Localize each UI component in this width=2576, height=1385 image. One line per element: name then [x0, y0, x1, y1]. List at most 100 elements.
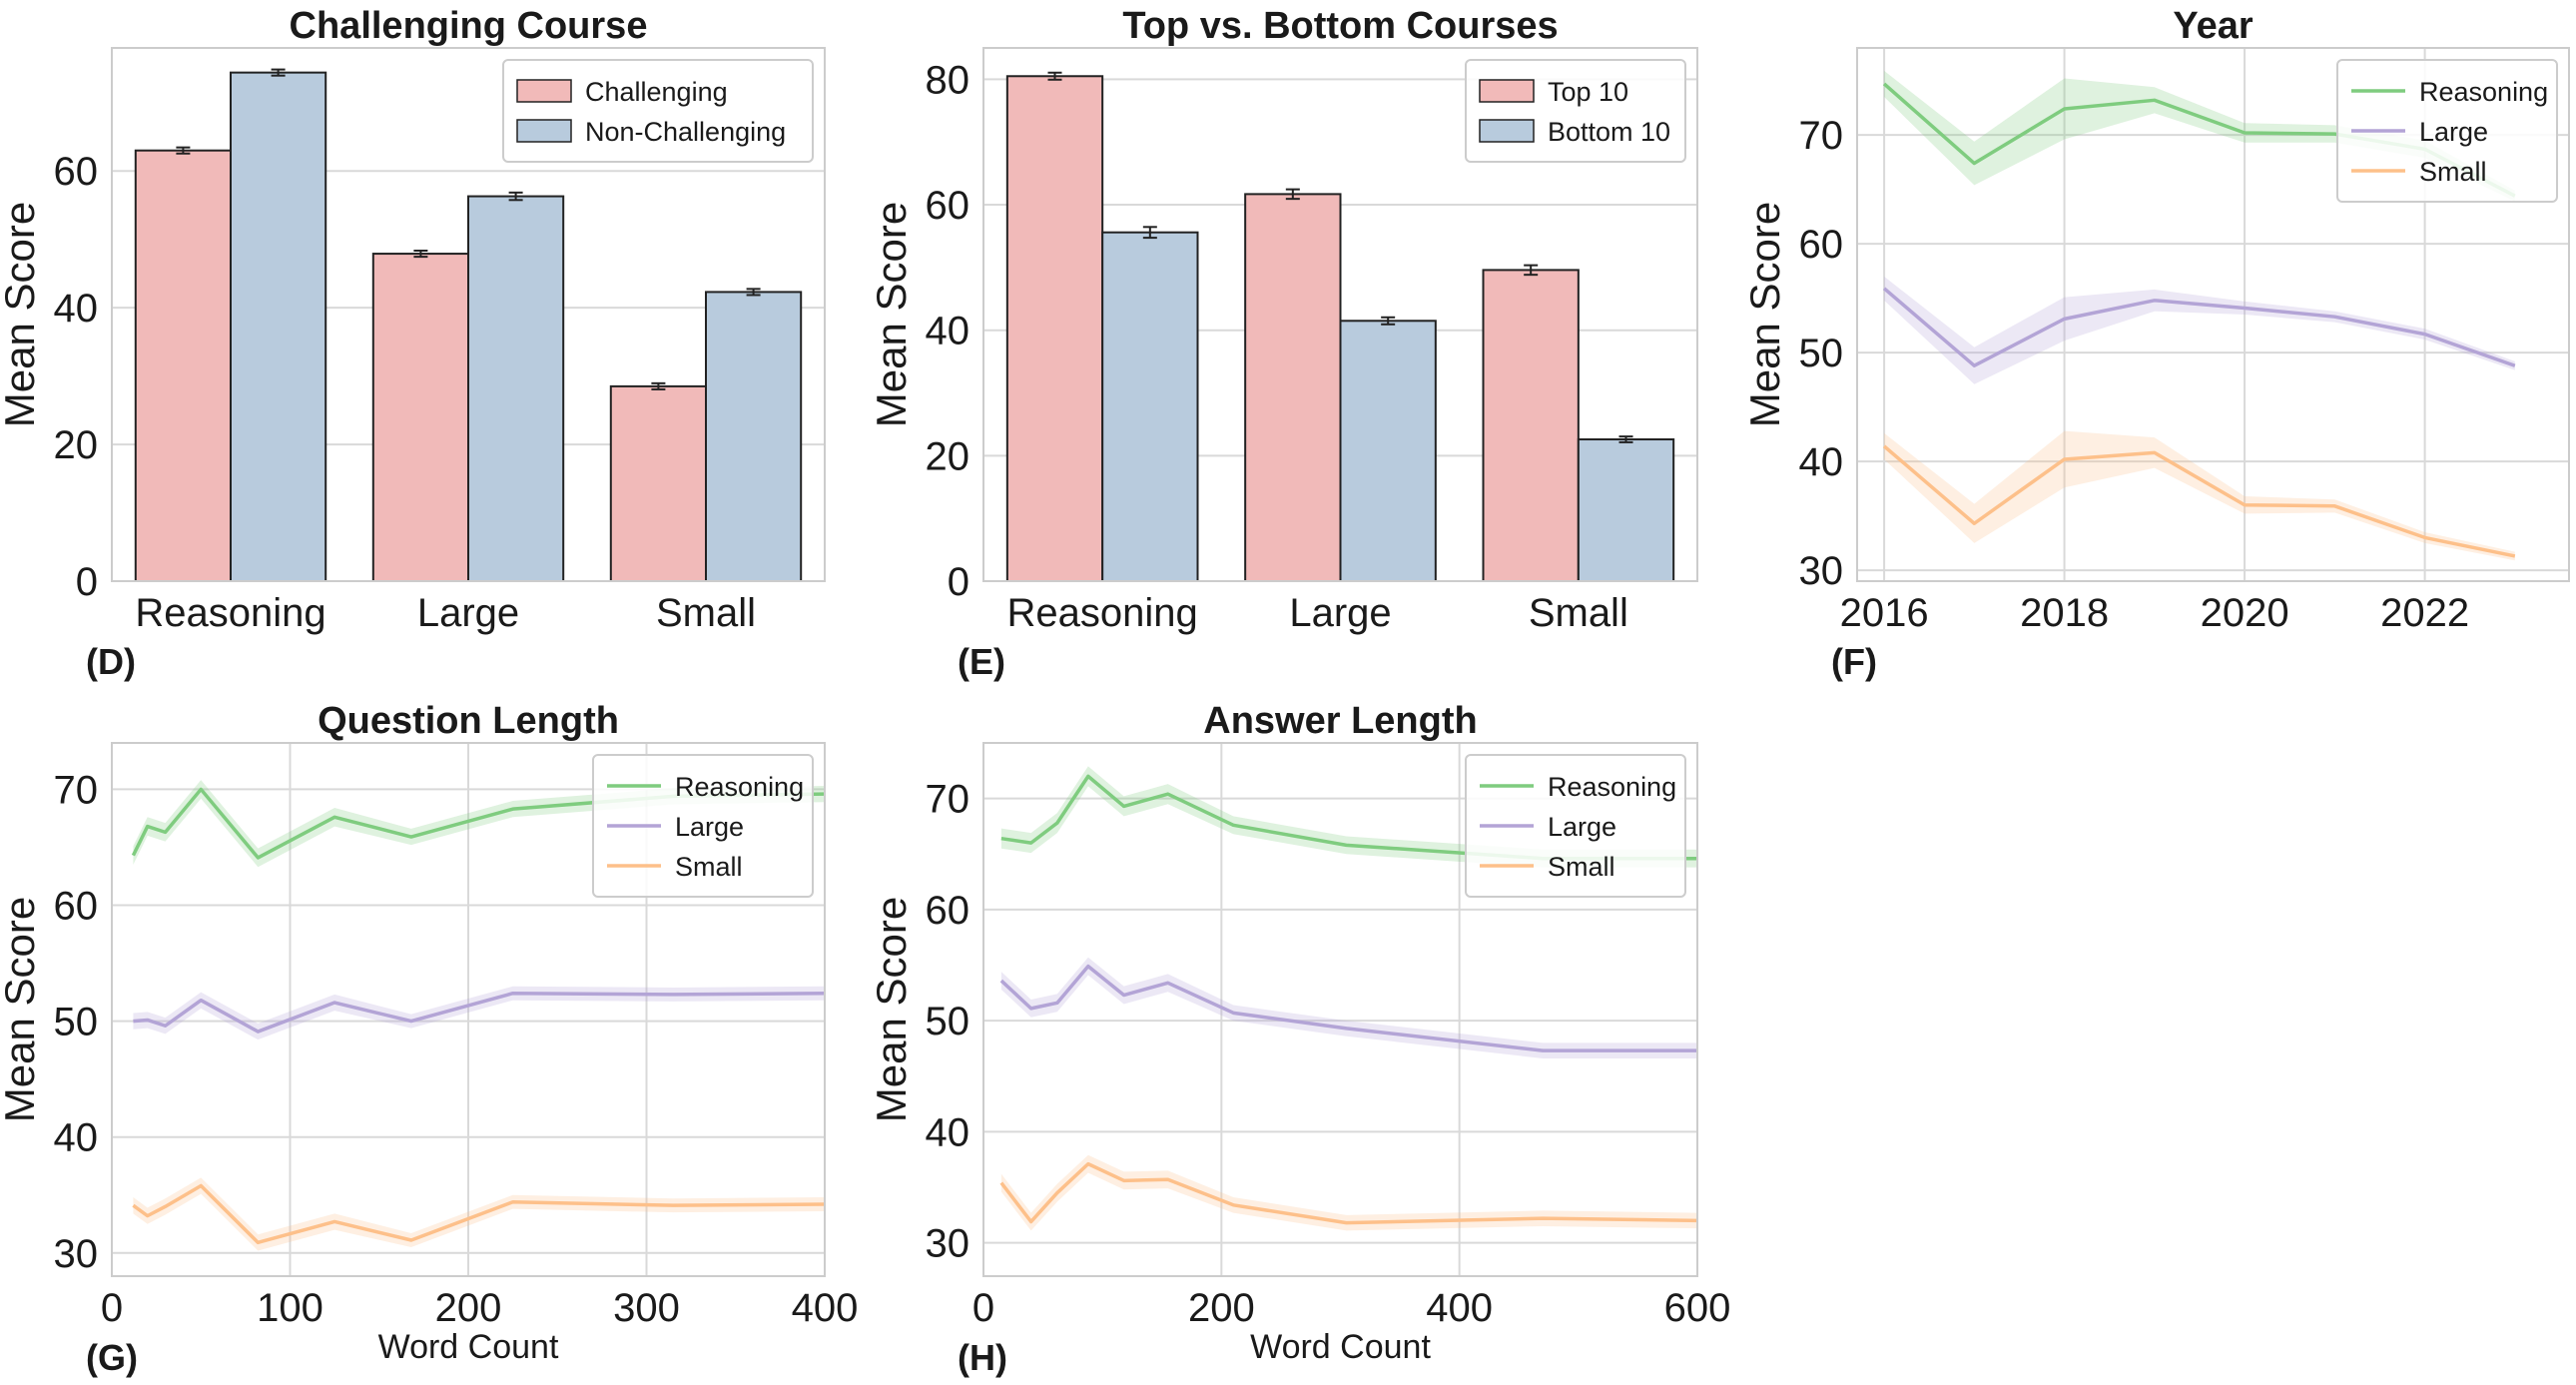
error-bar [651, 381, 666, 390]
bar-non-challenging [467, 195, 565, 583]
ci-band-reasoning [1000, 766, 1697, 868]
y-tick-label: 60 [1799, 223, 1844, 267]
series-line-large [1882, 287, 2516, 367]
y-axis-label: Mean Score [0, 897, 43, 1122]
x-tick-label: 2018 [2020, 591, 2109, 635]
error-bar [746, 288, 761, 297]
bar-challenging [134, 149, 232, 582]
error-bar [1047, 71, 1062, 81]
x-tick-label: Small [1529, 591, 1628, 635]
legend: Challenging Non-Challenging [502, 59, 814, 163]
legend-swatch [1479, 79, 1535, 103]
x-tick-label: 200 [1188, 1286, 1255, 1330]
x-tick-label: Large [417, 591, 519, 635]
bar-top-10 [1482, 269, 1580, 582]
y-tick-label: 40 [926, 310, 970, 353]
panel-D: Challenging Course 0 20 40 60 Mean Score (D) Re… [0, 5, 826, 682]
legend-label: Large [2419, 117, 2488, 147]
bar-bottom-10 [1101, 231, 1199, 582]
legend-label: Bottom 10 [1548, 117, 1670, 147]
legend-box [592, 754, 814, 898]
legend-label: Small [675, 852, 743, 882]
ci-band-small [1000, 1154, 1697, 1231]
y-tick-label: 40 [54, 1116, 99, 1160]
x-tick-label: 400 [792, 1286, 859, 1330]
x-tick-label: 300 [613, 1286, 680, 1330]
y-axis-label: Mean Score [0, 202, 43, 427]
chart-title: Year [2173, 5, 2254, 47]
x-tick-label: 200 [435, 1286, 502, 1330]
bar-bottom-10 [1339, 320, 1437, 582]
plot-frame [111, 47, 826, 582]
x-tick-label: 400 [1426, 1286, 1493, 1330]
error-bar [413, 250, 428, 259]
legend-label: Large [1548, 812, 1616, 842]
chart-title: Top vs. Bottom Courses [1122, 5, 1558, 47]
plot-frame [111, 742, 826, 1277]
y-tick-label: 0 [76, 560, 98, 604]
legend-label: Non-Challenging [585, 117, 786, 147]
ci-band-small [1884, 430, 2515, 561]
x-tick-label: 600 [1664, 1286, 1731, 1330]
panel-label: (H) [958, 1337, 1007, 1378]
chart-title: Question Length [318, 700, 619, 742]
y-tick-label: 70 [926, 778, 970, 822]
y-axis-label: Mean Score [868, 202, 915, 427]
y-tick-label: 80 [926, 58, 970, 102]
x-tick-label: Reasoning [1007, 591, 1198, 635]
panel-label: (E) [958, 641, 1005, 682]
x-axis-label: Word Count [1250, 1328, 1431, 1366]
x-axis-label: Word Count [378, 1328, 559, 1366]
series-line-reasoning [1000, 774, 1697, 861]
x-tick-label: 2020 [2201, 591, 2289, 635]
y-tick-label: 30 [926, 1222, 970, 1266]
y-tick-label: 40 [1799, 440, 1844, 484]
bar-top-10 [1244, 193, 1342, 583]
legend-label: Large [675, 812, 744, 842]
bar-top-10 [1005, 75, 1104, 582]
ci-band-large [1000, 957, 1697, 1058]
error-bar [1381, 316, 1396, 326]
legend-label: Small [2419, 157, 2487, 187]
legend-box [502, 59, 814, 163]
x-tick-label: 0 [972, 1286, 994, 1330]
legend-swatch [516, 119, 572, 143]
chart-title: Challenging Course [290, 5, 648, 47]
bar-non-challenging [230, 71, 327, 583]
plot-frame [982, 47, 1698, 582]
y-tick-label: 70 [54, 768, 99, 812]
y-tick-label: 30 [1799, 549, 1844, 593]
series-line-small [999, 1161, 1698, 1225]
bar-challenging [371, 253, 469, 582]
legend: Reasoning Large Small [592, 754, 814, 898]
y-axis-label: Mean Score [868, 897, 915, 1122]
legend-label: Small [1548, 852, 1615, 882]
panel-G: Question Length 30 40 50 60 70 Mean Score (G) 0 1… [0, 700, 858, 1378]
error-bar [1524, 264, 1539, 277]
y-tick-label: 60 [926, 889, 970, 933]
y-tick-label: 20 [926, 434, 970, 478]
legend-label: Challenging [585, 77, 728, 107]
series-line-small [1882, 444, 2516, 558]
y-tick-label: 70 [1799, 114, 1844, 158]
bar-bottom-10 [1577, 438, 1675, 582]
x-tick-label: 2022 [2380, 591, 2469, 635]
legend-label: Reasoning [2419, 77, 2548, 107]
series-line-small [132, 1183, 826, 1245]
bar-challenging [609, 384, 707, 582]
error-bar [1285, 188, 1300, 201]
y-tick-label: 30 [54, 1232, 99, 1276]
legend-label: Reasoning [675, 772, 804, 802]
y-axis-label: Mean Score [1741, 202, 1788, 427]
x-tick-label: 100 [257, 1286, 323, 1330]
series-line-large [133, 991, 826, 1034]
legend-label: Reasoning [1548, 772, 1676, 802]
x-tick-label: 0 [101, 1286, 123, 1330]
x-tick-label: Small [656, 591, 756, 635]
x-tick-label: Reasoning [135, 591, 325, 635]
legend-label: Top 10 [1548, 77, 1628, 107]
panel-label: (G) [86, 1337, 138, 1378]
panel-label: (F) [1831, 641, 1877, 682]
y-tick-label: 60 [926, 184, 970, 228]
